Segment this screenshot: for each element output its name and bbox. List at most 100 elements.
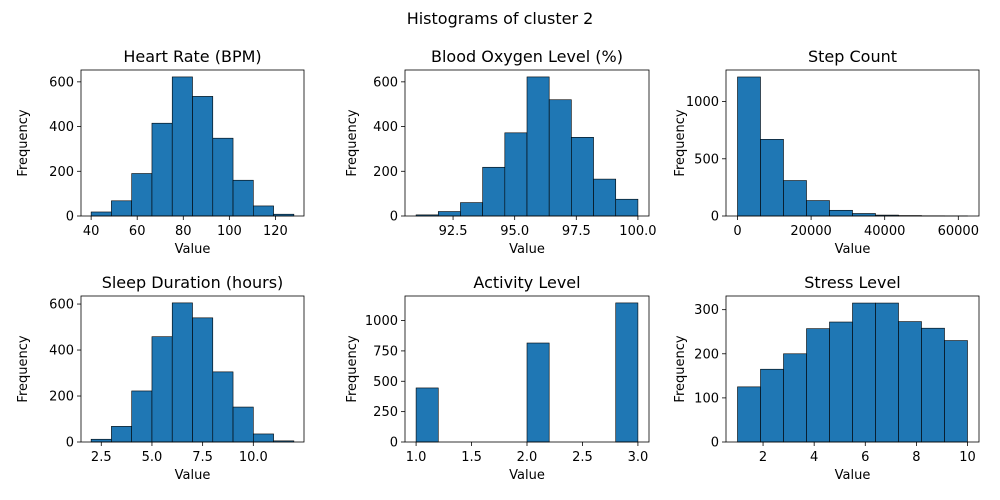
x-tick-label: 120 <box>263 224 288 239</box>
y-tick-label: 200 <box>373 165 398 180</box>
axes-frame <box>725 69 980 217</box>
histogram-bar <box>253 433 274 443</box>
y-tick-label: 600 <box>49 298 74 313</box>
x-axis-label: Value <box>175 468 211 483</box>
x-axis-label: Value <box>835 242 871 257</box>
x-tick-label: 1.0 <box>406 450 427 465</box>
x-axis-label: Value <box>175 242 211 257</box>
y-tick-label: 400 <box>49 120 74 135</box>
histogram-bar <box>111 426 132 443</box>
x-tick-label: 2 <box>759 450 767 465</box>
histogram-panel: 0 20000 40000 60000 0 500 1000 Step Count Value F… <box>673 47 980 257</box>
y-tick-label: 500 <box>373 375 398 390</box>
y-tick-label: 250 <box>373 405 398 420</box>
y-tick-label: 1000 <box>686 95 719 110</box>
x-tick-label: 2.5 <box>91 450 112 465</box>
x-axis-label: Value <box>835 468 871 483</box>
histogram-bar <box>192 317 214 443</box>
axes-frame <box>725 295 980 443</box>
y-tick-label: 100 <box>694 391 719 406</box>
y-tick-label: 0 <box>66 436 74 451</box>
x-tick-label: 5.0 <box>142 450 163 465</box>
x-tick-label: 2.5 <box>572 450 593 465</box>
histogram-bar <box>131 390 153 443</box>
histogram-bar <box>253 205 274 217</box>
y-axis-label: Frequency <box>345 335 360 402</box>
histogram-bar <box>737 76 761 217</box>
histogram-bar <box>783 353 807 443</box>
x-tick-label: 2.0 <box>517 450 538 465</box>
x-axis-label: Value <box>509 242 545 257</box>
histogram-bar <box>437 211 461 217</box>
figure-suptitle: Histograms of cluster 2 <box>407 9 594 28</box>
histogram-bar <box>504 132 528 217</box>
histogram-bar <box>171 76 193 217</box>
histogram-bar <box>171 302 193 443</box>
x-tick-label: 6 <box>861 450 869 465</box>
histogram-bar <box>829 209 853 217</box>
x-tick-label: 100 <box>217 224 242 239</box>
y-tick-label: 0 <box>711 436 719 451</box>
x-tick-label: 80 <box>175 224 192 239</box>
histogram-bar <box>131 173 153 217</box>
histogram-panel: 40 60 80 100 120 0 200 400 600 Heart Rate (BPM) Va… <box>16 47 305 257</box>
histogram-bar <box>212 137 234 217</box>
y-tick-label: 600 <box>49 75 74 90</box>
chart-title: Blood Oxygen Level (%) <box>431 47 623 66</box>
histogram-bar <box>548 99 572 217</box>
y-tick-label: 0 <box>390 436 398 451</box>
histogram-bar <box>90 211 112 217</box>
histogram-bar <box>526 342 550 443</box>
x-tick-label: 97.5 <box>562 224 591 239</box>
y-tick-label: 750 <box>373 344 398 359</box>
y-axis-label: Frequency <box>673 109 688 176</box>
x-tick-label: 40000 <box>864 224 905 239</box>
axes-frame <box>404 69 650 217</box>
chart-title: Activity Level <box>473 273 580 292</box>
histogram-bar <box>232 179 254 217</box>
y-axis-label: Frequency <box>16 335 31 402</box>
histogram-bar <box>232 406 254 443</box>
y-tick-label: 200 <box>49 165 74 180</box>
y-axis-label: Frequency <box>16 109 31 176</box>
axes-frame <box>80 69 305 217</box>
histogram-bar <box>760 368 784 443</box>
x-axis-label: Value <box>509 468 545 483</box>
chart-title: Step Count <box>808 47 897 66</box>
y-tick-label: 500 <box>694 152 719 167</box>
y-tick-label: 0 <box>66 210 74 225</box>
x-tick-label: 8 <box>912 450 920 465</box>
x-tick-label: 10 <box>959 450 976 465</box>
histogram-bar <box>737 386 761 443</box>
chart-title: Stress Level <box>804 273 901 292</box>
chart-title: Sleep Duration (hours) <box>102 273 284 292</box>
x-tick-label: 92.5 <box>439 224 468 239</box>
histogram-bar <box>829 321 853 443</box>
histogram-bar <box>90 438 112 443</box>
x-tick-label: 95.0 <box>500 224 529 239</box>
histogram-bar <box>921 327 945 443</box>
histogram-bar <box>192 96 214 217</box>
histogram-bar <box>151 336 173 443</box>
histogram-bar <box>151 122 173 217</box>
y-tick-label: 200 <box>694 347 719 362</box>
x-tick-label: 7.5 <box>192 450 213 465</box>
y-axis-label: Frequency <box>673 335 688 402</box>
histogram-panel: 92.5 95.0 97.5 100.0 0 200 400 600 Blood Oxygen … <box>345 47 657 257</box>
histogram-bar <box>212 371 234 443</box>
histogram-bar <box>615 198 639 217</box>
x-tick-label: 20000 <box>790 224 831 239</box>
y-tick-label: 1000 <box>365 314 398 329</box>
histogram-bar <box>944 340 968 443</box>
y-tick-label: 0 <box>390 210 398 225</box>
x-tick-label: 0 <box>733 224 741 239</box>
histogram-bar <box>898 321 922 443</box>
histogram-bar <box>615 302 639 443</box>
histogram-bar <box>852 302 876 443</box>
histogram-bar <box>415 387 439 443</box>
histogram-bar <box>526 76 550 217</box>
y-tick-label: 0 <box>711 210 719 225</box>
y-tick-label: 300 <box>694 303 719 318</box>
histogram-bar <box>460 202 483 217</box>
